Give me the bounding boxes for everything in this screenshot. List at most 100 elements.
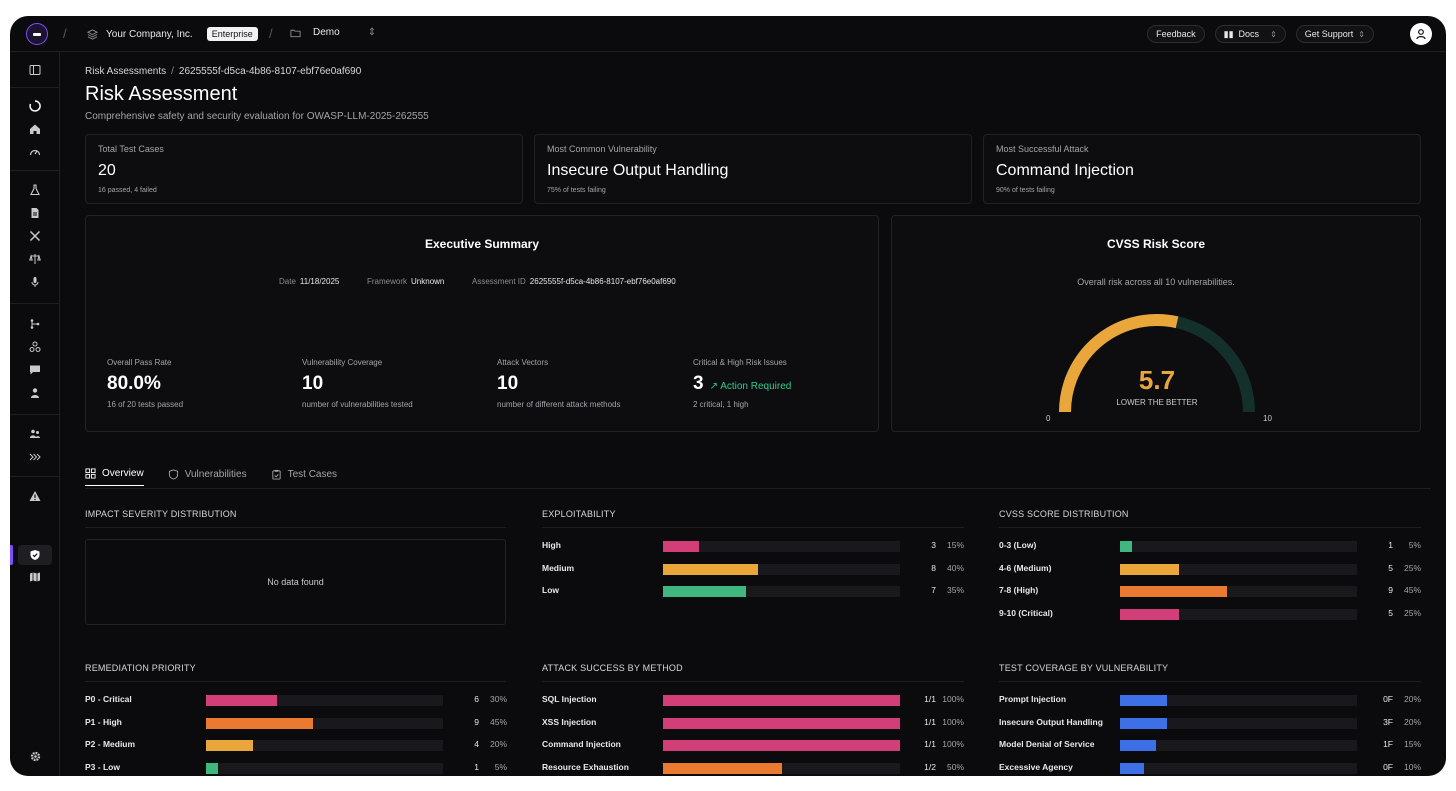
- warning-icon[interactable]: [27, 488, 43, 504]
- bar-track: [1120, 740, 1357, 751]
- cvss-distribution-section-title: CVSS SCORE DISTRIBUTION: [999, 509, 1129, 519]
- users-group-icon[interactable]: [27, 426, 43, 442]
- bar-track: [1120, 762, 1357, 774]
- executive-summary-title: Executive Summary: [424, 237, 540, 251]
- bar-row: XSS Injection 1/1 100%: [542, 717, 964, 729]
- bar-count: 1/1: [924, 739, 936, 749]
- chat-icon[interactable]: [27, 362, 43, 378]
- gauge-icon[interactable]: [27, 144, 43, 160]
- bar-percent: 40%: [946, 562, 964, 573]
- tab-overview[interactable]: Overview: [85, 468, 144, 486]
- breadcrumb-parent-link[interactable]: Risk Assessments: [85, 66, 167, 77]
- impact-empty-state: No data found: [85, 539, 506, 625]
- chevron-updown-icon: ⇕: [1270, 29, 1277, 39]
- project-switcher[interactable]: Demo ⇕: [290, 27, 376, 38]
- bar-percent: 25%: [1403, 607, 1421, 618]
- breadcrumb: Risk Assessments/2625555f-d5ca-4b86-8107…: [85, 66, 362, 77]
- breadcrumb-current: 2625555f-d5ca-4b86-8107-ebf76e0af690: [178, 66, 362, 77]
- bar-count: 4: [474, 739, 479, 749]
- bar-label: XSS Injection: [542, 716, 597, 727]
- settings-gear-icon[interactable]: [27, 748, 43, 764]
- stat-value: Insecure Output Handling: [547, 162, 729, 179]
- chevrons-right-icon[interactable]: [27, 449, 43, 465]
- kpi-label: Attack Vectors: [497, 358, 549, 367]
- tab-vulnerabilities[interactable]: Vulnerabilities: [168, 468, 247, 486]
- app-window: / Your Company, Inc. Enterprise / Demo ⇕…: [10, 16, 1446, 776]
- scale-icon[interactable]: [27, 251, 43, 267]
- bar-label: P1 - High: [85, 716, 122, 727]
- support-button[interactable]: Get Support ⇕: [1295, 25, 1374, 43]
- shield-check-icon[interactable]: [27, 547, 43, 563]
- coverage-section-title: TEST COVERAGE BY VULNERABILITY: [999, 663, 1169, 673]
- stat-label: Total Test Cases: [98, 144, 164, 154]
- feedback-button[interactable]: Feedback: [1147, 25, 1205, 43]
- bar-count: 8: [931, 562, 936, 573]
- bar-count: 9: [474, 716, 479, 727]
- topbar-separator: /: [269, 26, 273, 41]
- bar-label: 7-8 (High): [999, 585, 1039, 595]
- action-required-badge: ↗ Action Required: [710, 381, 792, 392]
- bar-track: [206, 740, 443, 751]
- bar-label: Command Injection: [542, 739, 621, 749]
- person-icon[interactable]: [27, 385, 43, 401]
- document-icon[interactable]: [27, 205, 43, 221]
- bar-percent: 20%: [489, 739, 507, 749]
- home-icon[interactable]: [27, 121, 43, 137]
- bar-count: 1/1: [924, 694, 936, 704]
- microphone-icon[interactable]: [27, 274, 43, 290]
- gauge-score: 5.7: [1139, 365, 1175, 395]
- project-name: Demo: [313, 27, 340, 38]
- bar-count: 0F: [1383, 761, 1393, 772]
- bar-percent: 25%: [1403, 562, 1421, 573]
- bar-row: Model Denial of Service 1F 15%: [999, 739, 1421, 751]
- bar-track: [1120, 717, 1357, 729]
- bar-count: 6: [474, 694, 479, 704]
- page-subtitle: Comprehensive safety and security evalua…: [85, 111, 429, 122]
- bar-fill: [206, 695, 278, 706]
- bar-track: [663, 740, 900, 751]
- app-logo[interactable]: [26, 23, 48, 45]
- book-icon: ▮▮: [1223, 28, 1234, 39]
- section-divider: [85, 681, 506, 682]
- stat-label: Most Successful Attack: [996, 144, 1089, 154]
- stat-note: 16 passed, 4 failed: [98, 187, 157, 194]
- org-switcher[interactable]: Your Company, Inc. Enterprise: [87, 27, 258, 41]
- bar-row: 0-3 (Low) 1 5%: [999, 540, 1421, 552]
- stat-label: Most Common Vulnerability: [547, 144, 657, 154]
- sidebar-toggle-icon[interactable]: [27, 62, 43, 78]
- folder-icon: [290, 29, 301, 37]
- docs-button[interactable]: ▮▮ Docs ⇕: [1214, 25, 1286, 43]
- sidebar-active-indicator: [10, 545, 13, 565]
- tabs-divider: [85, 488, 1431, 489]
- sidebar-divider: [10, 170, 60, 171]
- stat-card-total-tests: Total Test Cases 20 16 passed, 4 failed: [85, 134, 523, 204]
- action-required-label: Action Required: [720, 381, 792, 392]
- bar-fill: [663, 563, 758, 575]
- git-branch-icon[interactable]: [27, 316, 43, 332]
- kpi-label: Overall Pass Rate: [107, 358, 172, 367]
- bar-count: 1/2: [924, 761, 936, 772]
- loader-icon[interactable]: [27, 98, 43, 114]
- user-avatar[interactable]: [1410, 23, 1432, 45]
- bar-fill: [1120, 541, 1132, 552]
- bar-label: Low: [542, 585, 559, 595]
- network-icon[interactable]: [27, 339, 43, 355]
- meta-framework-value: Unknown: [411, 277, 445, 286]
- swords-icon[interactable]: [27, 228, 43, 244]
- tab-test-cases[interactable]: Test Cases: [271, 468, 337, 486]
- bar-row: Command Injection 1/1 100%: [542, 739, 964, 751]
- bar-row: P0 - Critical 6 30%: [85, 694, 507, 706]
- meta-date: Date 11/18/2025: [279, 277, 339, 286]
- bar-row: Excessive Agency 0F 10%: [999, 762, 1421, 774]
- topbar-separator: /: [63, 26, 67, 41]
- bar-label: Medium: [542, 562, 575, 573]
- sidebar-divider: [10, 87, 60, 88]
- bar-count: 5: [1388, 562, 1393, 573]
- sidebar-divider: [10, 414, 60, 415]
- flask-icon[interactable]: [27, 182, 43, 198]
- map-icon[interactable]: [27, 569, 43, 585]
- bar-percent: 15%: [1403, 739, 1421, 749]
- bar-count: 1F: [1383, 739, 1393, 749]
- bar-row: P1 - High 9 45%: [85, 717, 507, 729]
- docs-label: Docs: [1238, 29, 1260, 39]
